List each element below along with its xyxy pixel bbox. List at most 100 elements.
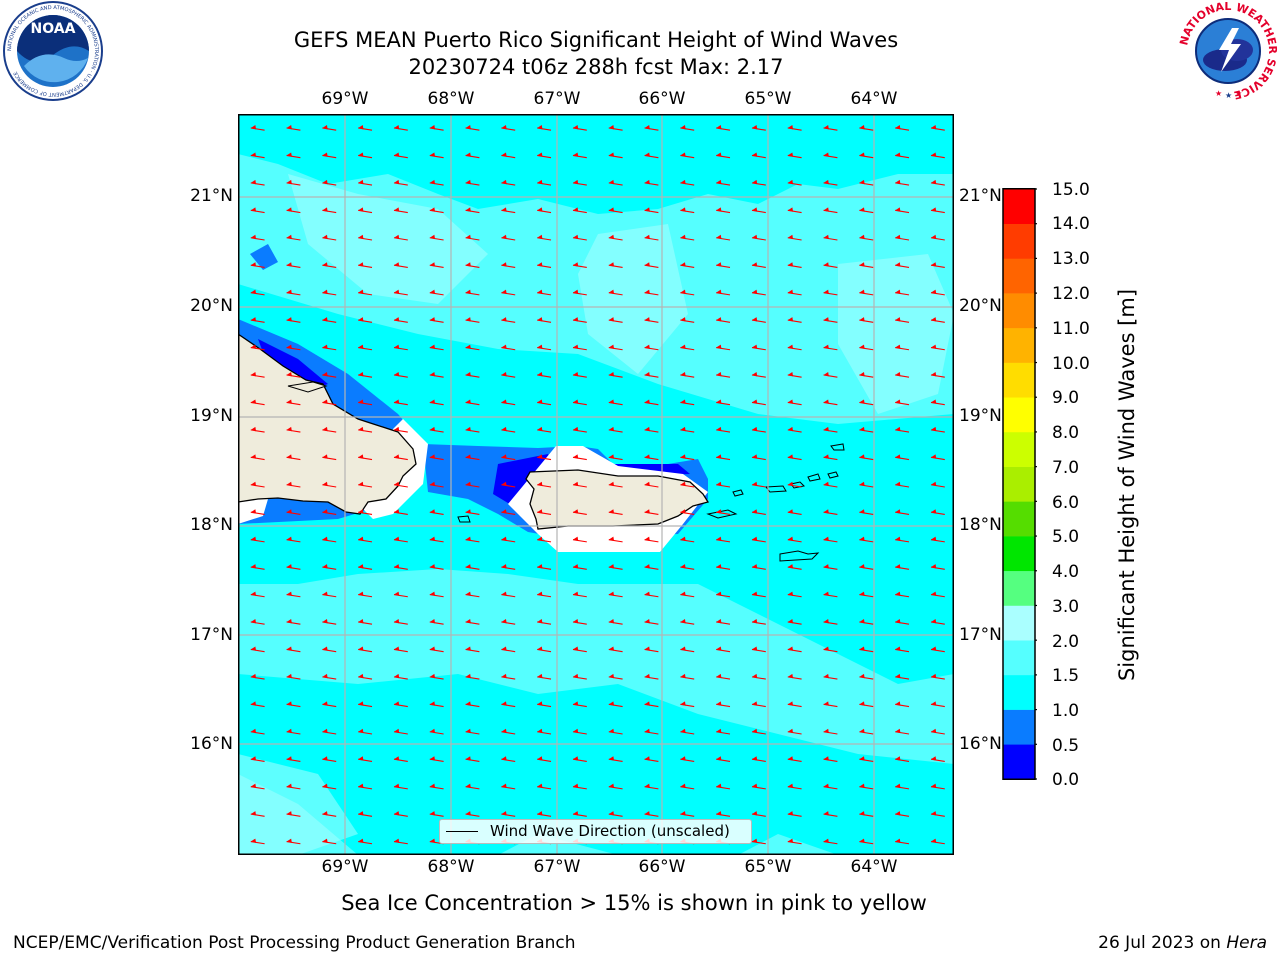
wave-direction-arrowhead bbox=[250, 728, 257, 734]
wave-direction-arrowhead bbox=[716, 234, 722, 240]
wave-direction-arrowhead bbox=[358, 646, 364, 651]
wave-direction-arrowhead bbox=[393, 701, 400, 706]
wave-direction-arrowhead bbox=[322, 125, 328, 130]
wave-direction-arrowhead bbox=[465, 728, 471, 734]
wave-direction-arrowhead bbox=[429, 152, 436, 157]
wave-direction-arrowhead bbox=[501, 372, 507, 377]
wave-direction-arrowhead bbox=[859, 564, 865, 569]
wave-direction-arrowhead bbox=[393, 591, 400, 596]
wave-direction-arrowhead bbox=[751, 509, 758, 514]
wave-direction-arrowhead bbox=[250, 152, 257, 157]
wave-direction-arrowhead bbox=[895, 399, 901, 404]
wave-direction-arrowhead bbox=[751, 536, 758, 542]
wave-direction-arrowhead bbox=[895, 207, 901, 212]
wave-direction-arrowhead bbox=[823, 811, 829, 816]
wave-direction-arrowhead bbox=[787, 125, 794, 130]
wave-direction-arrowhead bbox=[751, 564, 758, 569]
wave-direction-arrowhead bbox=[751, 399, 758, 404]
colorbar-band bbox=[1003, 536, 1035, 572]
wave-direction-arrowhead bbox=[250, 509, 257, 514]
wave-direction-arrowhead bbox=[286, 591, 292, 596]
wave-direction-arrowhead bbox=[751, 838, 758, 843]
wave-direction-arrowhead bbox=[644, 344, 650, 349]
wave-direction-arrowhead bbox=[465, 125, 471, 130]
wave-direction-arrowhead bbox=[501, 399, 507, 404]
lon-label-bottom: 68°W bbox=[427, 857, 475, 877]
wave-direction-arrowhead bbox=[537, 179, 543, 185]
wave-direction-arrowhead bbox=[859, 454, 865, 459]
wave-direction-arrowhead bbox=[716, 646, 722, 651]
colorbar-band bbox=[1003, 674, 1035, 710]
wave-direction-arrowhead bbox=[859, 509, 865, 514]
wave-direction-arrowhead bbox=[751, 207, 758, 212]
wave-direction-arrowhead bbox=[930, 152, 937, 157]
wave-direction-arrowhead bbox=[393, 756, 400, 761]
wave-direction-arrowhead bbox=[895, 426, 901, 432]
sea-ice-note: Sea Ice Concentration > 15% is shown in … bbox=[341, 891, 927, 915]
colorbar-band bbox=[1003, 709, 1035, 745]
wave-direction-arrowhead bbox=[859, 234, 865, 240]
wave-direction-arrowhead bbox=[572, 344, 579, 349]
wave-direction-arrowhead bbox=[250, 207, 257, 212]
colorbar-tick-label: 6.0 bbox=[1052, 493, 1080, 513]
wave-direction-arrowhead bbox=[608, 728, 615, 734]
wave-direction-arrowhead bbox=[393, 646, 400, 651]
wave-direction-arrowhead bbox=[751, 125, 758, 130]
wave-direction-arrowhead bbox=[429, 509, 436, 514]
wave-direction-arrowhead bbox=[823, 756, 829, 761]
wave-direction-arrowhead bbox=[250, 179, 257, 185]
lon-label-bottom: 69°W bbox=[321, 857, 369, 877]
wave-direction-arrowhead bbox=[751, 152, 758, 157]
wave-direction-arrowhead bbox=[393, 234, 400, 240]
wave-direction-arrowhead bbox=[501, 673, 507, 679]
wave-direction-arrowhead bbox=[823, 701, 829, 706]
colorbar-tick-label: 7.0 bbox=[1052, 458, 1080, 478]
wave-direction-arrowhead bbox=[286, 783, 292, 789]
wave-direction-arrowhead bbox=[823, 125, 829, 130]
virgin-islands bbox=[706, 443, 845, 562]
wave-direction-arrowhead bbox=[250, 289, 257, 295]
wave-direction-arrowhead bbox=[358, 454, 364, 459]
wave-direction-arrowhead bbox=[537, 756, 543, 761]
lat-label-right: 21°N bbox=[959, 186, 1002, 206]
wave-direction-arrowhead bbox=[322, 591, 328, 596]
wave-direction-arrowhead bbox=[501, 756, 507, 761]
wave-direction-arrowhead bbox=[250, 811, 257, 816]
wave-direction-arrowhead bbox=[859, 619, 865, 624]
wave-direction-arrowhead bbox=[572, 481, 579, 487]
wave-direction-arrowhead bbox=[286, 317, 292, 322]
wave-direction-arrowhead bbox=[644, 646, 650, 651]
wave-direction-arrowhead bbox=[322, 426, 328, 432]
wave-direction-arrowhead bbox=[322, 811, 328, 816]
wave-direction-arrowhead bbox=[572, 125, 579, 130]
wave-direction-arrowhead bbox=[286, 125, 292, 130]
wave-direction-arrowhead bbox=[465, 536, 471, 542]
wave-direction-arrowhead bbox=[393, 207, 400, 212]
wave-direction-arrowhead bbox=[787, 646, 794, 651]
wave-direction-arrowhead bbox=[716, 372, 722, 377]
wave-direction-arrowhead bbox=[751, 262, 758, 267]
wave-direction-arrowhead bbox=[895, 454, 901, 459]
wave-direction-arrowhead bbox=[680, 509, 686, 514]
wave-direction-arrowhead bbox=[429, 536, 436, 542]
wave-direction-arrowhead bbox=[286, 372, 292, 377]
wave-direction-arrowhead bbox=[895, 728, 901, 734]
wave-direction-arrowhead bbox=[751, 728, 758, 734]
wave-direction-arrowhead bbox=[429, 701, 436, 706]
wave-direction-arrowhead bbox=[501, 207, 507, 212]
wave-direction-arrowhead bbox=[537, 289, 543, 295]
lat-label-left: 18°N bbox=[190, 515, 233, 535]
wave-direction-arrowhead bbox=[393, 372, 400, 377]
wave-direction-arrowhead bbox=[751, 234, 758, 240]
wave-direction-arrowhead bbox=[572, 372, 579, 377]
wave-direction-arrowhead bbox=[429, 344, 436, 349]
wave-direction-arrowhead bbox=[716, 207, 722, 212]
wave-direction-arrowhead bbox=[859, 372, 865, 377]
wave-direction-arrowhead bbox=[751, 619, 758, 624]
wave-direction-arrowhead bbox=[286, 536, 292, 542]
wave-direction-arrowhead bbox=[429, 481, 436, 487]
wave-direction-arrowhead bbox=[501, 591, 507, 596]
wave-direction-arrowhead bbox=[751, 673, 758, 679]
wave-direction-arrowhead bbox=[250, 536, 257, 542]
wave-direction-arrowhead bbox=[250, 564, 257, 569]
